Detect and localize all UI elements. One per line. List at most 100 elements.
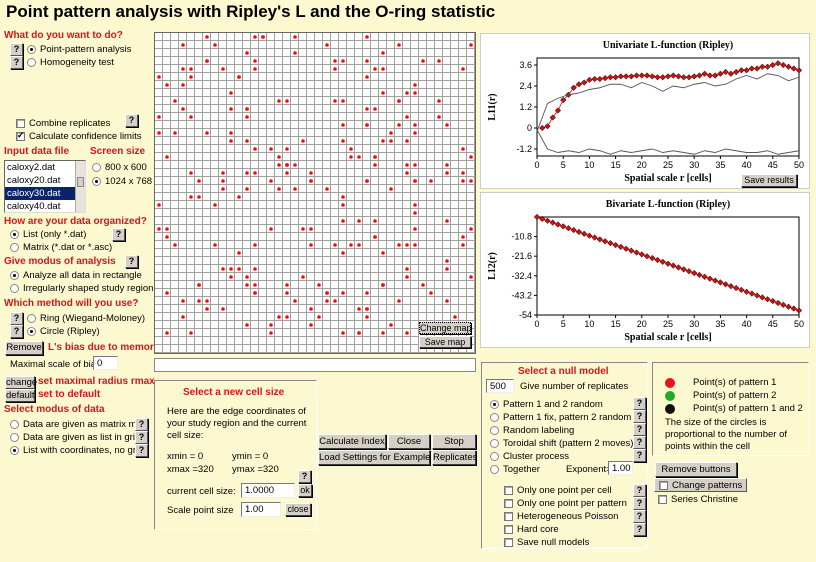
radio-null-cluster[interactable] — [490, 452, 499, 461]
cell-size-input[interactable]: 1.0000 — [241, 483, 295, 498]
file-item-selected[interactable]: caloxy30.dat — [5, 187, 75, 200]
help-button-replicates[interactable]: ? — [125, 114, 138, 127]
radio-data-matrix[interactable] — [10, 420, 19, 429]
radio-null-random-labeling[interactable] — [490, 426, 499, 435]
x-tick-label: 25 — [663, 160, 673, 170]
map-point — [445, 267, 449, 271]
map-point — [229, 139, 233, 143]
change-rmax-button[interactable]: change — [5, 376, 38, 389]
app-title: Point pattern analysis with Ripley's L a… — [6, 2, 496, 21]
stop-button[interactable]: Stop — [432, 434, 476, 449]
file-item[interactable]: caloxy2.dat — [7, 162, 56, 173]
data-modus-heading: Select modus of data — [4, 404, 105, 415]
map-point — [181, 83, 185, 87]
help-button-null-5[interactable]: ? — [633, 449, 646, 462]
cell-ok-button[interactable]: ok — [298, 484, 312, 497]
set-default-label: set to default — [38, 389, 101, 400]
map-point — [173, 243, 177, 247]
load-settings-button[interactable]: Load Settings for Example — [318, 450, 431, 465]
help-button-check-3[interactable]: ? — [633, 510, 646, 523]
series-christine-checkbox[interactable] — [658, 495, 667, 504]
replicates-input[interactable]: 500 — [486, 379, 514, 393]
help-button-data-coords[interactable]: ? — [135, 444, 148, 457]
chk-one-point-cell[interactable] — [504, 486, 513, 495]
scrollbar-thumb[interactable] — [77, 177, 84, 187]
map-point — [293, 187, 297, 191]
close-button[interactable]: Close — [388, 434, 430, 449]
data-point — [780, 301, 787, 309]
cell-close-button[interactable]: close — [285, 503, 311, 516]
map-point — [365, 315, 369, 319]
help-button-circle[interactable]: ? — [10, 325, 23, 338]
calculate-index-button[interactable]: Calculate Index — [318, 434, 386, 449]
max-bias-input[interactable]: 0 — [93, 356, 118, 370]
radio-modus-rect[interactable] — [10, 271, 19, 280]
radio-data-coords[interactable] — [10, 446, 19, 455]
file-item[interactable]: caloxy20.dat — [7, 175, 61, 186]
help-button-data-matrix[interactable]: ? — [135, 418, 148, 431]
help-button-modus[interactable]: ? — [125, 255, 138, 268]
remove-bias-button[interactable]: Remove — [5, 341, 43, 355]
radio-method-circle[interactable] — [27, 327, 36, 336]
change-map-button[interactable]: Change map — [419, 322, 472, 334]
radio-data-list-grid[interactable] — [10, 433, 19, 442]
radio-modus-irregular[interactable] — [10, 284, 19, 293]
map-point — [309, 307, 313, 311]
map-point — [253, 171, 257, 175]
help-button-data-list-grid[interactable]: ? — [135, 431, 148, 444]
save-results-button[interactable]: Save results — [741, 174, 797, 187]
radio-screen-800[interactable] — [92, 163, 101, 172]
help-button-task-2[interactable]: ? — [10, 56, 23, 69]
data-point — [581, 230, 588, 237]
radio-null-toroidal[interactable] — [490, 439, 499, 448]
file-listbox[interactable]: caloxy2.dat caloxy20.dat caloxy30.dat ca… — [4, 160, 86, 213]
file-list-scrollbar[interactable] — [75, 161, 85, 212]
radio-method-ring[interactable] — [27, 314, 36, 323]
label-modus-rect: Analyze all data in rectangle — [23, 270, 142, 281]
map-point — [397, 99, 401, 103]
point-map[interactable]: Change map Save map — [154, 32, 476, 354]
confidence-limits-checkbox[interactable] — [16, 130, 25, 141]
change-patterns-checkbox[interactable] — [659, 480, 668, 490]
help-button-task-1[interactable]: ? — [10, 43, 23, 56]
chk-hard-core[interactable] — [504, 525, 513, 534]
help-button-check-1[interactable]: ? — [633, 484, 646, 497]
save-map-button[interactable]: Save map — [419, 336, 471, 348]
help-button-organize[interactable]: ? — [112, 228, 125, 241]
help-button-null-1[interactable]: ? — [633, 397, 646, 410]
radio-org-list[interactable] — [10, 230, 19, 239]
help-button-check-4[interactable]: ? — [633, 523, 646, 536]
exponent-input[interactable]: 1.00 — [608, 461, 633, 475]
file-item[interactable]: caloxy40.dat — [7, 201, 61, 212]
map-point — [333, 67, 337, 71]
radio-homogeneity[interactable] — [27, 58, 36, 67]
x-tick-label: 40 — [742, 319, 752, 329]
help-button-check-2[interactable]: ? — [633, 497, 646, 510]
help-button-null-3[interactable]: ? — [633, 423, 646, 436]
default-button[interactable]: default — [5, 389, 35, 402]
data-point — [769, 61, 776, 69]
chk-heterogeneous[interactable] — [504, 512, 513, 521]
chk-save-null[interactable] — [504, 538, 513, 547]
remove-buttons-button[interactable]: Remove buttons — [655, 462, 737, 477]
help-button-null-2[interactable]: ? — [633, 410, 646, 423]
radio-point-pattern[interactable] — [27, 45, 36, 54]
cell-size-panel: Select a new cell size Here are the edge… — [154, 380, 317, 530]
help-button-ring[interactable]: ? — [10, 312, 23, 325]
help-button-cell[interactable]: ? — [298, 470, 311, 483]
label-null-cluster: Cluster process — [503, 451, 569, 462]
help-button-null-4[interactable]: ? — [633, 436, 646, 449]
radio-null-together[interactable] — [490, 465, 499, 474]
replicates-button[interactable]: Replicates — [432, 450, 478, 465]
radio-null-fix-random[interactable] — [490, 413, 499, 422]
map-point — [365, 179, 369, 183]
radio-org-matrix[interactable] — [10, 243, 19, 252]
scale-point-input[interactable]: 1.00 — [241, 502, 281, 517]
scale-point-label: Scale point size — [167, 505, 234, 516]
radio-null-both-random[interactable] — [490, 400, 499, 409]
radio-screen-1024[interactable] — [92, 177, 101, 186]
combine-replicates-checkbox[interactable] — [16, 119, 25, 128]
change-patterns-toggle[interactable]: Change patterns — [654, 478, 748, 492]
label-null-both-random: Pattern 1 and 2 random — [503, 399, 603, 410]
chk-one-point-pattern[interactable] — [504, 499, 513, 508]
